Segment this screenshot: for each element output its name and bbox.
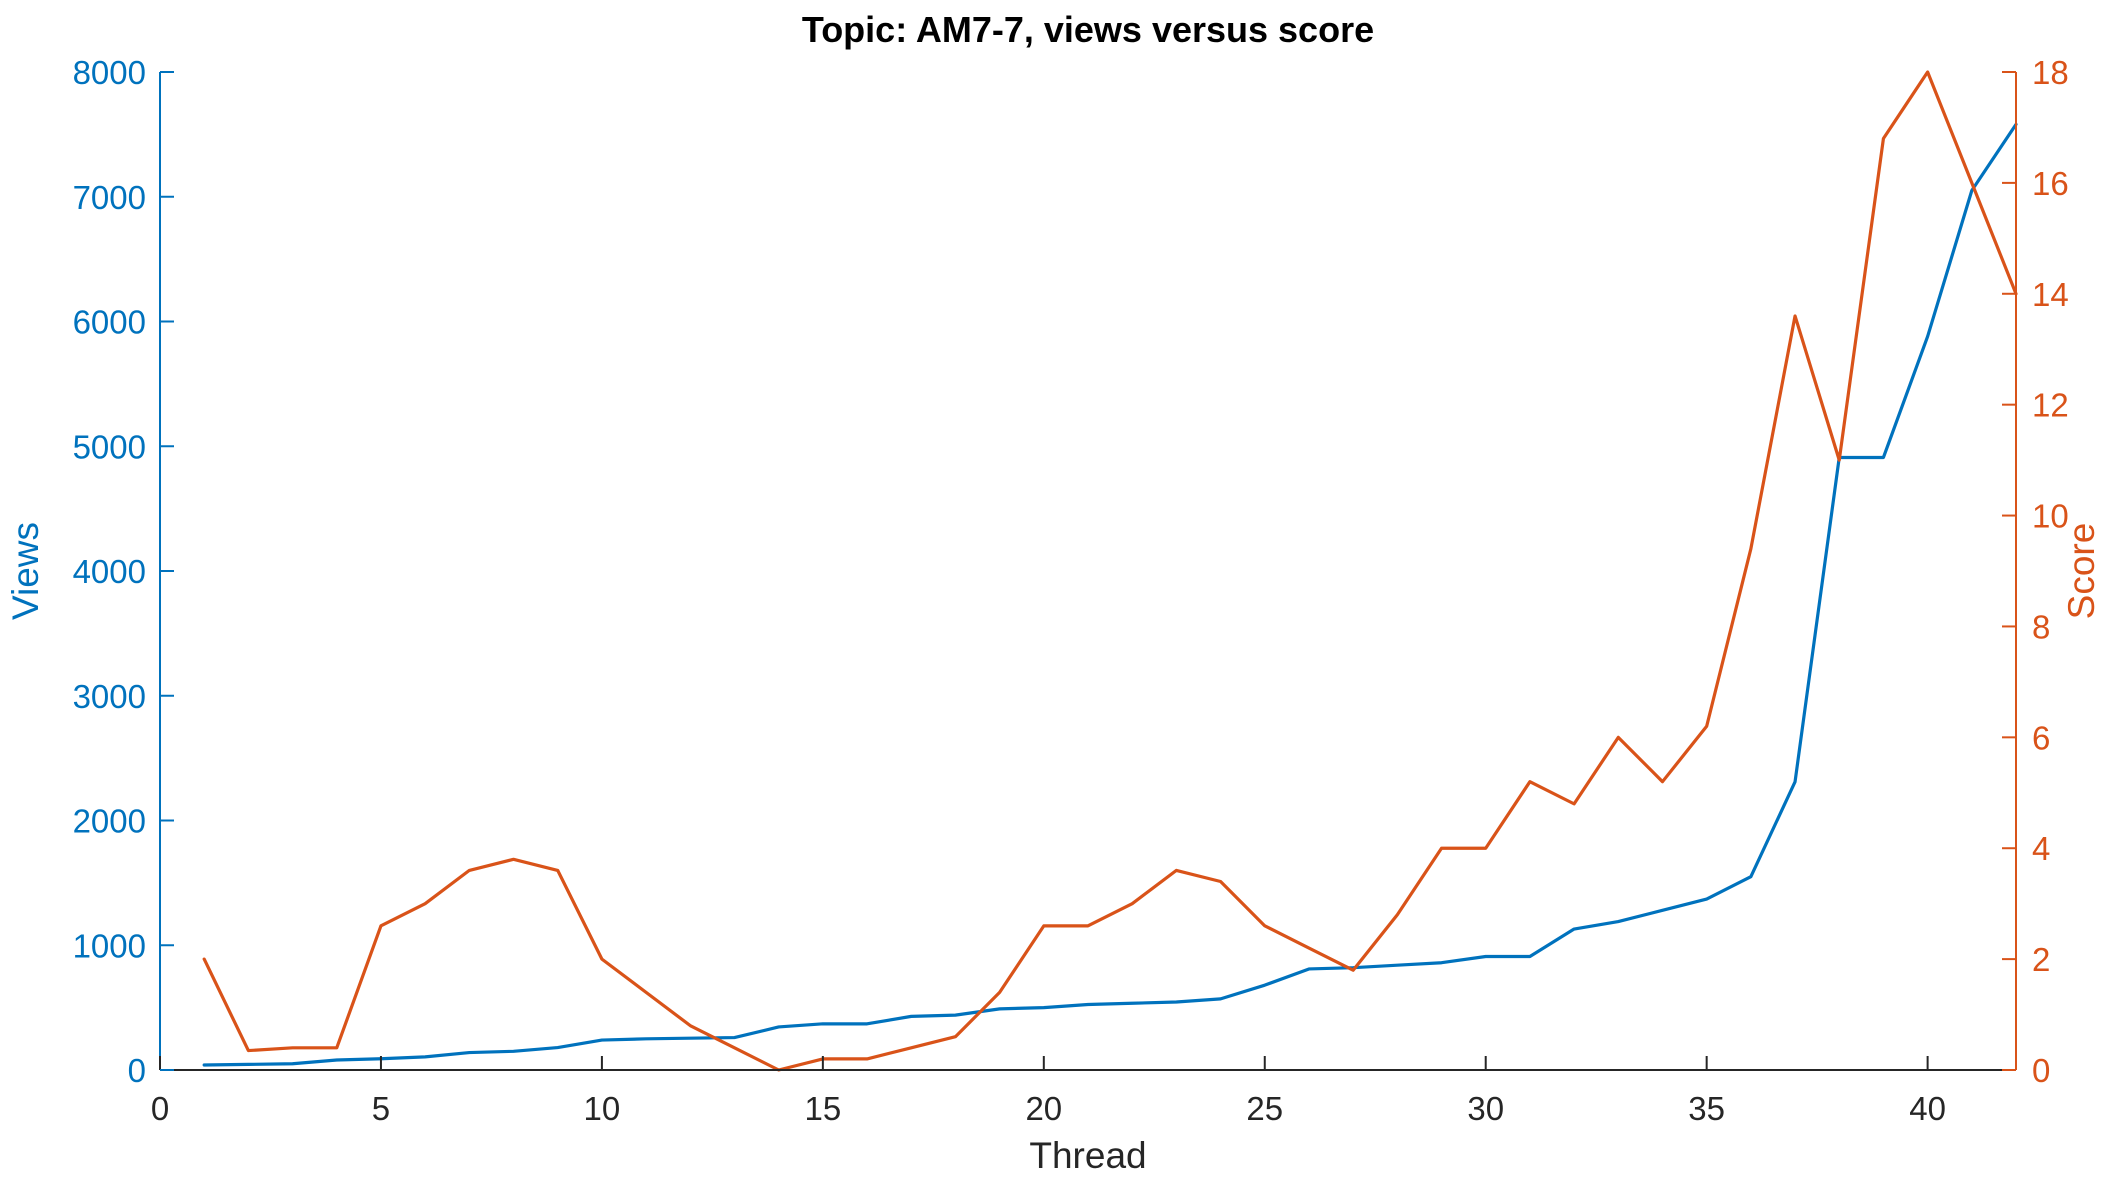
right-y-axis-label: Score [2061,523,2102,620]
left-y-tick-label: 4000 [73,553,146,590]
x-tick-label: 35 [1688,1090,1725,1127]
right-y-tick-label: 0 [2032,1052,2050,1089]
right-y-tick-label: 2 [2032,941,2050,978]
right-y-tick-label: 12 [2032,387,2069,424]
x-tick-label: 10 [584,1090,621,1127]
views-series-line [202,122,2018,1067]
right-y-tick-label: 6 [2032,719,2050,756]
x-tick-label: 20 [1025,1090,1062,1127]
x-tick-label: 25 [1246,1090,1283,1127]
left-y-tick-label: 8000 [73,54,146,91]
right-y-tick-label: 14 [2032,276,2069,313]
left-y-tick-label: 5000 [73,428,146,465]
chart-title: Topic: AM7-7, views versus score [802,9,1374,50]
right-y-tick-label: 4 [2032,830,2050,867]
score-series-line [202,70,2018,1072]
x-tick-label: 15 [804,1090,841,1127]
left-y-tick-label: 3000 [73,678,146,715]
series-lines-layer [202,70,2018,1072]
left-y-tick-label: 7000 [73,179,146,216]
x-tick-label: 5 [372,1090,390,1127]
right-y-tick-label: 10 [2032,498,2069,535]
x-tick-label: 30 [1467,1090,1504,1127]
left-y-axis-label: Views [5,522,46,620]
right-y-tick-label: 16 [2032,165,2069,202]
left-y-tick-label: 6000 [73,304,146,341]
right-y-tick-label: 18 [2032,54,2069,91]
right-y-tick-label: 8 [2032,608,2050,645]
axes-layer [159,71,2017,1071]
left-y-tick-label: 1000 [73,927,146,964]
x-axis-label: Thread [1029,1135,1146,1176]
left-y-tick-label: 2000 [73,803,146,840]
tick-labels-layer: 0 5 10 15 20 25 30 35 40010002000300040005000600… [73,54,2069,1127]
left-y-tick-label: 0 [128,1052,146,1089]
x-tick-label: 0 [151,1090,169,1127]
x-tick-label: 40 [1909,1090,1946,1127]
